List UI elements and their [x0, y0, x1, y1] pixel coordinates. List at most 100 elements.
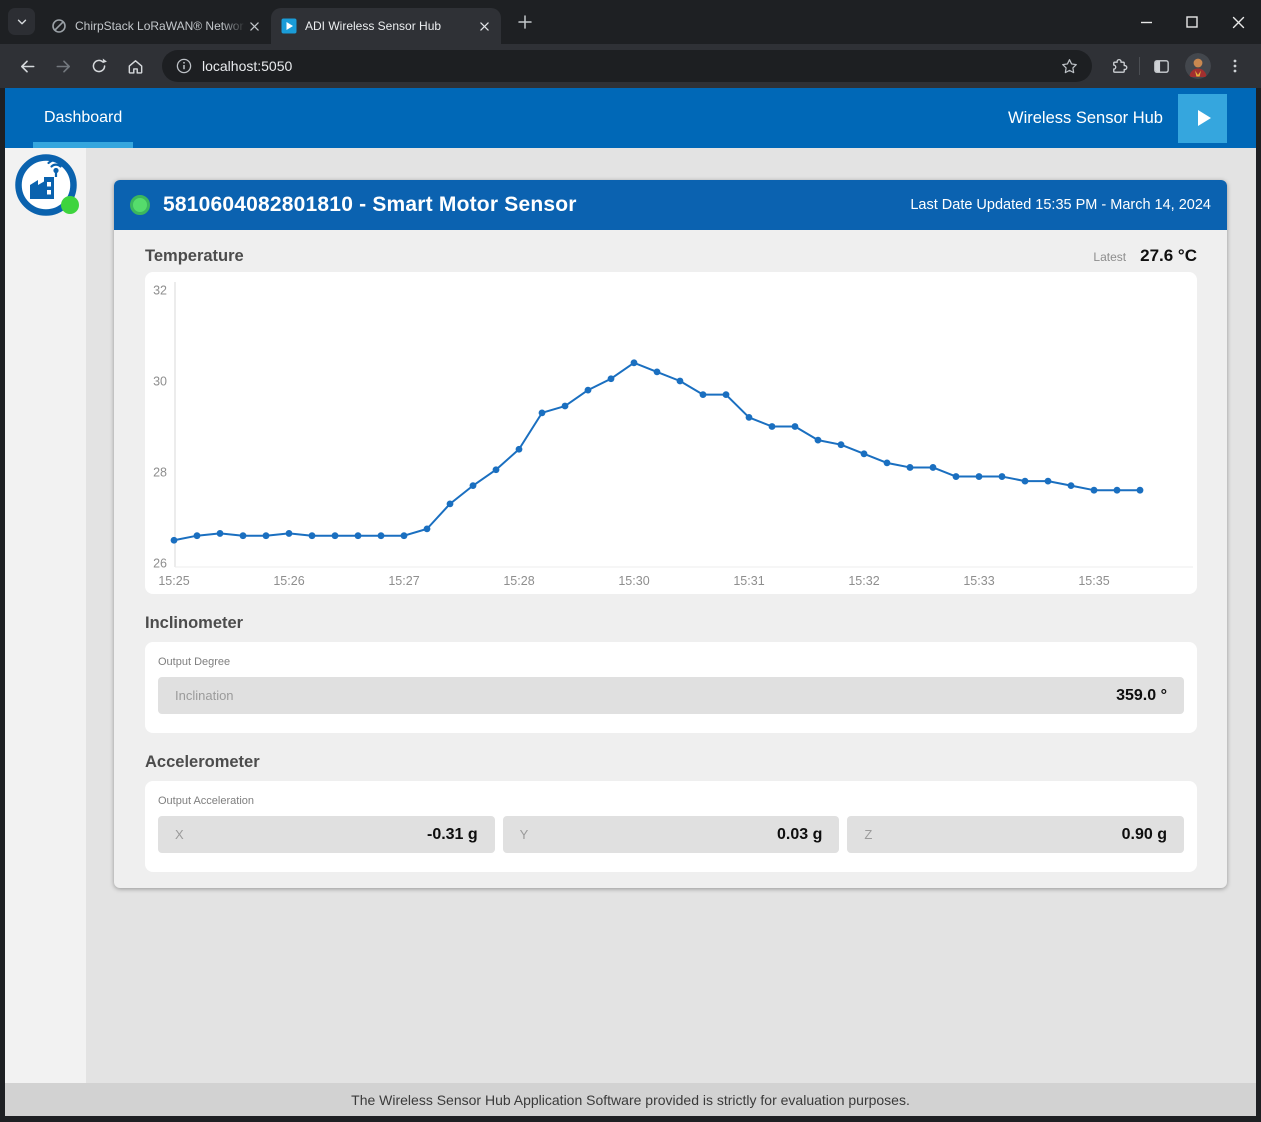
new-tab-button[interactable]	[511, 8, 539, 36]
svg-text:15:35: 15:35	[1078, 574, 1109, 588]
minimize-icon	[1140, 21, 1152, 23]
close-icon	[1232, 16, 1244, 28]
tab-close-icon[interactable]	[246, 18, 263, 35]
connection-status-dot	[60, 196, 79, 214]
accelerometer-heading: Accelerometer	[145, 753, 260, 771]
back-button[interactable]	[10, 49, 44, 83]
accel-x-value: -0.31 g	[426, 825, 478, 843]
window-minimize-button[interactable]	[1123, 0, 1169, 44]
content-area: 5810604082801810 - Smart Motor Sensor La…	[86, 148, 1256, 1083]
adi-play-favicon-icon	[281, 18, 297, 34]
accel-y-label: Y	[519, 827, 529, 842]
output-acceleration-label: Output Acceleration	[158, 795, 255, 807]
app-header: Dashboard Wireless Sensor Hub	[5, 88, 1256, 148]
svg-text:15:25: 15:25	[158, 574, 189, 588]
puzzle-icon	[1112, 58, 1127, 73]
home-button[interactable]	[118, 49, 152, 83]
svg-text:15:27: 15:27	[388, 574, 419, 588]
device-card: 5810604082801810 - Smart Motor Sensor La…	[114, 180, 1227, 888]
latest-temperature-value: 27.6 °C	[1140, 246, 1197, 265]
back-arrow-icon	[20, 59, 34, 73]
evaluation-footer: The Wireless Sensor Hub Application Soft…	[5, 1083, 1256, 1116]
forward-arrow-icon	[56, 59, 70, 73]
svg-text:15:32: 15:32	[848, 574, 879, 588]
temperature-chart: 26 28 30 32 15:25 15:26 15:27 15:28 15:30 15:31 15…	[145, 272, 1197, 594]
svg-text:32: 32	[153, 284, 167, 298]
reload-icon	[92, 58, 107, 73]
toolbar-divider	[1139, 57, 1140, 75]
play-button[interactable]	[1178, 93, 1227, 143]
inclination-value: 359.0 °	[1116, 686, 1167, 704]
plus-icon	[518, 15, 532, 29]
page-viewport: Dashboard Wireless Sensor Hub	[5, 88, 1256, 1116]
svg-text:15:26: 15:26	[273, 574, 304, 588]
maximize-icon	[1186, 16, 1198, 28]
tab-sensor-hub[interactable]: ADI Wireless Sensor Hub	[271, 8, 501, 44]
device-card-body: Temperature Latest 27.6 °C 26 28 30 32 15:25…	[114, 230, 1227, 888]
brand-title: Wireless Sensor Hub	[1008, 108, 1163, 127]
last-updated-text: Last Date Updated 15:35 PM - March 14, 2…	[910, 197, 1211, 213]
tab-chirpstack[interactable]: ChirpStack LoRaWAN® Networ	[41, 8, 271, 44]
forward-button[interactable]	[46, 49, 80, 83]
temperature-section-header: Temperature Latest 27.6 °C	[145, 246, 1197, 266]
extensions-button[interactable]	[1102, 50, 1134, 82]
inclination-field: Inclination 359.0 °	[158, 677, 1184, 714]
chevron-down-icon	[17, 19, 26, 24]
side-panel-icon	[1153, 59, 1169, 73]
window-maximize-button[interactable]	[1169, 0, 1215, 44]
address-bar[interactable]: localhost:5050	[162, 50, 1092, 82]
bookmark-star-icon[interactable]	[1061, 58, 1078, 75]
reload-button[interactable]	[82, 49, 116, 83]
svg-text:15:28: 15:28	[503, 574, 534, 588]
svg-text:15:33: 15:33	[963, 574, 994, 588]
acceleration-fields-row: X -0.31 g Y 0.03 g Z 0.90 g	[158, 816, 1185, 853]
tab-strip: ChirpStack LoRaWAN® Networ ADI Wireless …	[0, 0, 1261, 44]
accelerometer-panel: Output Acceleration X -0.31 g Y 0.03 g	[145, 781, 1197, 872]
inclinometer-panel: Output Degree Inclination 359.0 °	[145, 642, 1197, 733]
footer-text: The Wireless Sensor Hub Application Soft…	[351, 1091, 910, 1108]
side-panel-button[interactable]	[1145, 50, 1177, 82]
home-icon	[128, 59, 142, 74]
svg-text:15:31: 15:31	[733, 574, 764, 588]
inclination-label: Inclination	[175, 688, 234, 703]
inclinometer-heading: Inclinometer	[145, 614, 244, 632]
chirpstack-favicon-icon	[52, 19, 66, 33]
tab-close-icon[interactable]	[476, 18, 493, 35]
svg-text:15:30: 15:30	[618, 574, 649, 588]
output-degree-label: Output Degree	[158, 656, 231, 668]
tab-title: ChirpStack LoRaWAN® Networ	[75, 19, 244, 33]
avatar-image	[1185, 53, 1211, 79]
site-info-icon[interactable]	[176, 58, 192, 74]
tab-search-button[interactable]	[8, 8, 35, 35]
svg-text:26: 26	[153, 557, 167, 571]
profile-avatar[interactable]	[1185, 53, 1211, 79]
latest-label: Latest	[1093, 250, 1127, 264]
accel-y-field: Y 0.03 g	[502, 816, 840, 853]
window-controls	[1123, 0, 1261, 44]
browser-menu-button[interactable]	[1219, 50, 1251, 82]
device-card-header: 5810604082801810 - Smart Motor Sensor La…	[114, 180, 1227, 230]
svg-text:30: 30	[153, 375, 167, 389]
url-text[interactable]: localhost:5050	[202, 58, 293, 74]
temperature-chart-svg: 26 28 30 32 15:25 15:26 15:27 15:28 15:30 15:31 15…	[153, 282, 1193, 588]
accel-z-field: Z 0.90 g	[847, 816, 1185, 853]
play-icon	[1197, 110, 1211, 126]
sidebar	[5, 148, 86, 1083]
nav-tab-dashboard[interactable]: Dashboard	[33, 88, 134, 148]
temperature-heading: Temperature	[145, 247, 244, 265]
sensor-hub-logo-icon	[14, 154, 77, 216]
page-main: 5810604082801810 - Smart Motor Sensor La…	[5, 148, 1256, 1083]
app-logo[interactable]	[14, 153, 79, 217]
accel-y-value: 0.03 g	[776, 825, 823, 843]
window-close-button[interactable]	[1215, 0, 1261, 44]
accel-z-value: 0.90 g	[1121, 825, 1168, 843]
device-online-status-dot	[130, 195, 150, 215]
dashboard-label: Dashboard	[44, 109, 123, 126]
device-title: 5810604082801810 - Smart Motor Sensor	[163, 193, 577, 216]
kebab-menu-icon	[1233, 59, 1237, 73]
accel-x-label: X	[175, 827, 184, 842]
tab-title: ADI Wireless Sensor Hub	[305, 19, 442, 33]
accel-z-label: Z	[864, 827, 873, 842]
svg-text:28: 28	[153, 466, 167, 480]
